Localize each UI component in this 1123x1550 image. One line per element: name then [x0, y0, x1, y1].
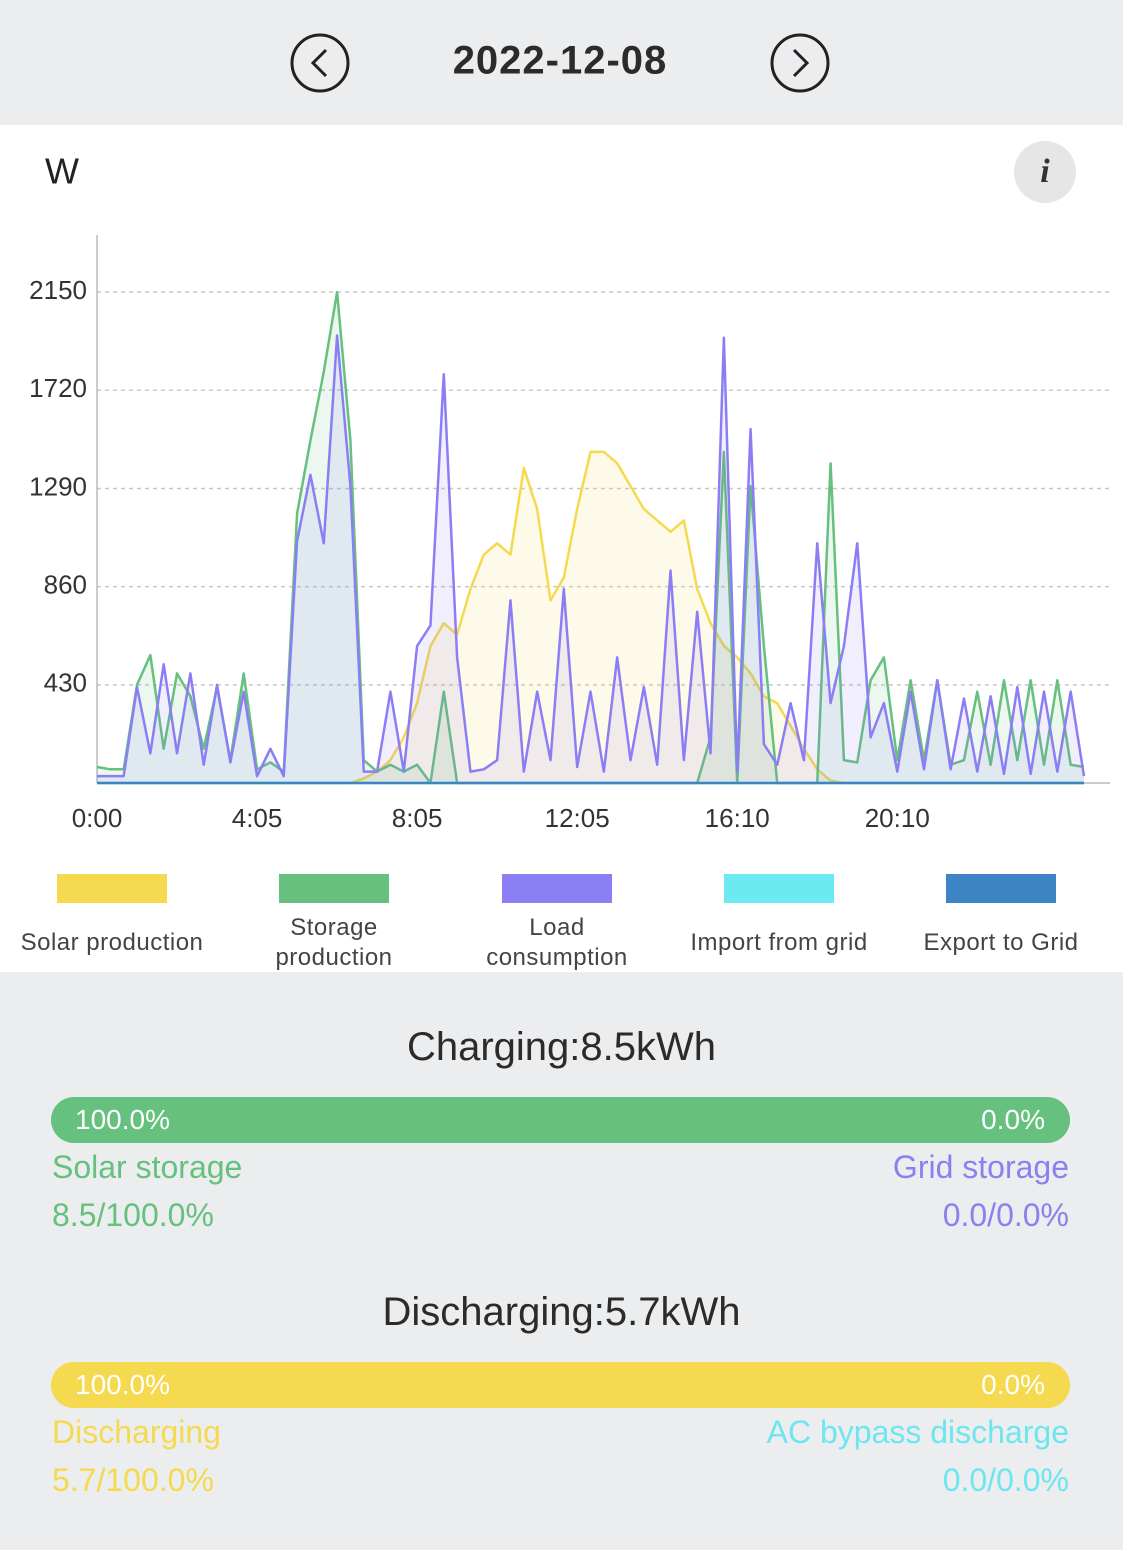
chart-background [0, 125, 1123, 972]
x-tick-label: 0:00 [72, 803, 123, 833]
header-bar [0, 0, 1123, 125]
legend-swatch[interactable] [57, 874, 167, 903]
y-tick-label: 430 [44, 668, 87, 698]
y-tick-label: 1720 [29, 373, 87, 403]
legend-label[interactable]: Solar production [20, 929, 204, 956]
progress-fill [51, 1097, 1070, 1143]
series-line [97, 334, 1086, 778]
summary-title: Charging:8.5kWh [406, 1025, 717, 1069]
x-tick-label: 16:10 [705, 803, 770, 833]
left-detail: 5.7/100.0% [52, 1462, 214, 1498]
series-area [97, 335, 1084, 783]
legend-swatch[interactable] [502, 874, 612, 903]
x-tick-label: 8:05 [392, 803, 443, 833]
y-tick-label: 860 [44, 570, 87, 600]
legend-label[interactable]: Export to Grid [923, 929, 1079, 956]
series-area [97, 451, 1084, 783]
left-name: Solar storage [52, 1149, 243, 1185]
right-name: Grid storage [892, 1149, 1069, 1185]
right-percent: 0.0% [981, 1104, 1045, 1135]
progress-fill [51, 1362, 1070, 1408]
right-detail: 0.0/0.0% [942, 1197, 1069, 1233]
x-tick-label: 4:05 [232, 803, 283, 833]
legend-label[interactable]: Storage production [275, 914, 393, 971]
right-percent: 0.0% [981, 1369, 1045, 1400]
prev-button[interactable] [290, 33, 350, 93]
y-tick-label: 2150 [29, 275, 87, 305]
left-name: Discharging [52, 1414, 221, 1450]
left-detail: 8.5/100.0% [52, 1197, 214, 1233]
legend-label[interactable]: Load consumption [486, 914, 628, 971]
info-icon[interactable]: i [1040, 153, 1050, 190]
summary-title: Discharging:5.7kWh [382, 1290, 741, 1334]
date-title: 2022-12-08 [453, 39, 668, 83]
y-tick-label: 1290 [29, 471, 87, 501]
legend-label[interactable]: Import from grid [690, 929, 868, 956]
x-tick-label: 20:10 [865, 803, 930, 833]
right-detail: 0.0/0.0% [942, 1462, 1069, 1498]
progress-track [51, 1097, 1070, 1143]
legend-swatch[interactable] [946, 874, 1056, 903]
x-tick-label: 12:05 [545, 803, 610, 833]
legend-swatch[interactable] [279, 874, 389, 903]
left-percent: 100.0% [75, 1369, 170, 1400]
unit-label: W [45, 151, 79, 192]
progress-track [51, 1362, 1070, 1408]
left-percent: 100.0% [75, 1104, 170, 1135]
right-name: AC bypass discharge [766, 1414, 1069, 1450]
legend-swatch[interactable] [724, 874, 834, 903]
next-button[interactable] [770, 33, 830, 93]
chart-panel: 2022-12-08 W i 430 860 1290 1720 2150 0:00 4:0… [0, 0, 1123, 972]
info-button[interactable]: i [1014, 141, 1076, 203]
